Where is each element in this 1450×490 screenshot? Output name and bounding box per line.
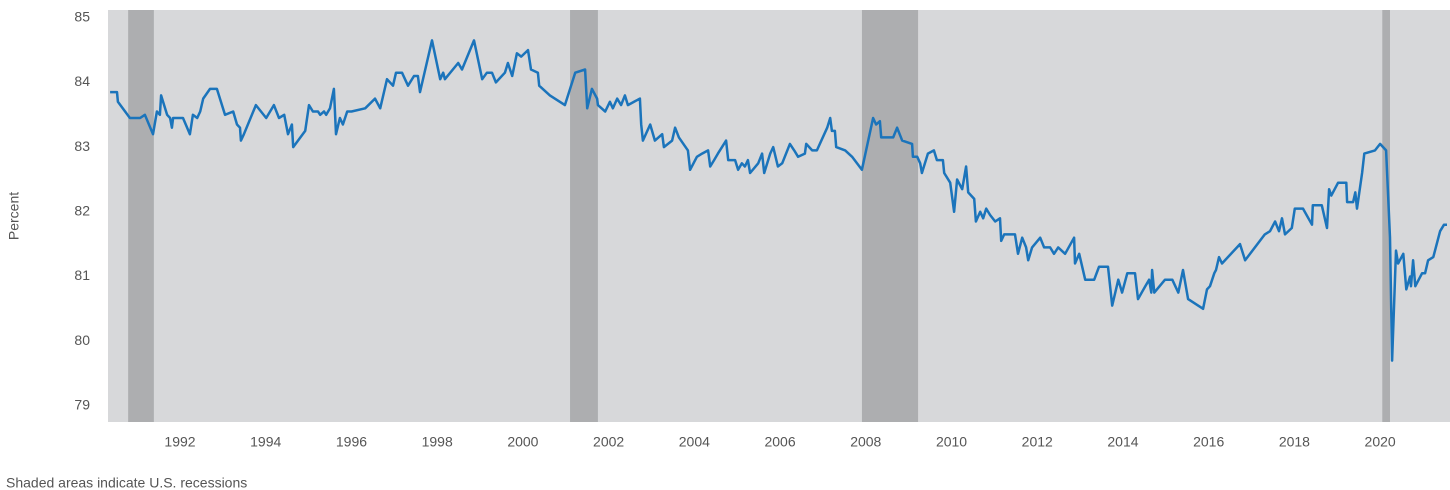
recession-band [128,10,154,422]
y-tick-label: 79 [74,397,90,413]
x-tick-label: 2006 [764,434,795,450]
x-tick-label: 1996 [336,434,367,450]
y-tick-label: 84 [74,73,90,89]
x-tick-label: 2016 [1193,434,1224,450]
y-axis-label: Percent [6,192,22,240]
x-tick-label: 2018 [1279,434,1310,450]
x-tick-label: 2002 [593,434,624,450]
x-tick-label: 2010 [936,434,967,450]
note: Shaded areas indicate U.S. recessions [6,475,247,490]
y-tick-label: 85 [74,8,90,24]
plot-background [108,10,1450,422]
x-tick-label: 2012 [1022,434,1053,450]
x-tick-label: 2014 [1107,434,1138,450]
data-line [110,39,1447,362]
y-tick-label: 82 [74,202,90,218]
recession-band [861,10,919,422]
y-tick-label: 80 [74,332,90,348]
recession-band [570,10,598,422]
y-tick-label: 83 [74,138,90,154]
x-tick-label: 2004 [679,434,710,450]
x-tick-label: 2020 [1365,434,1396,450]
y-tick-label: 81 [74,267,90,283]
x-tick-label: 1992 [164,434,195,450]
x-tick-label: 2000 [507,434,538,450]
x-tick-label: 2008 [850,434,881,450]
recession-band [1382,10,1390,422]
x-tick-label: 1998 [422,434,453,450]
x-tick-label: 1994 [250,434,281,450]
